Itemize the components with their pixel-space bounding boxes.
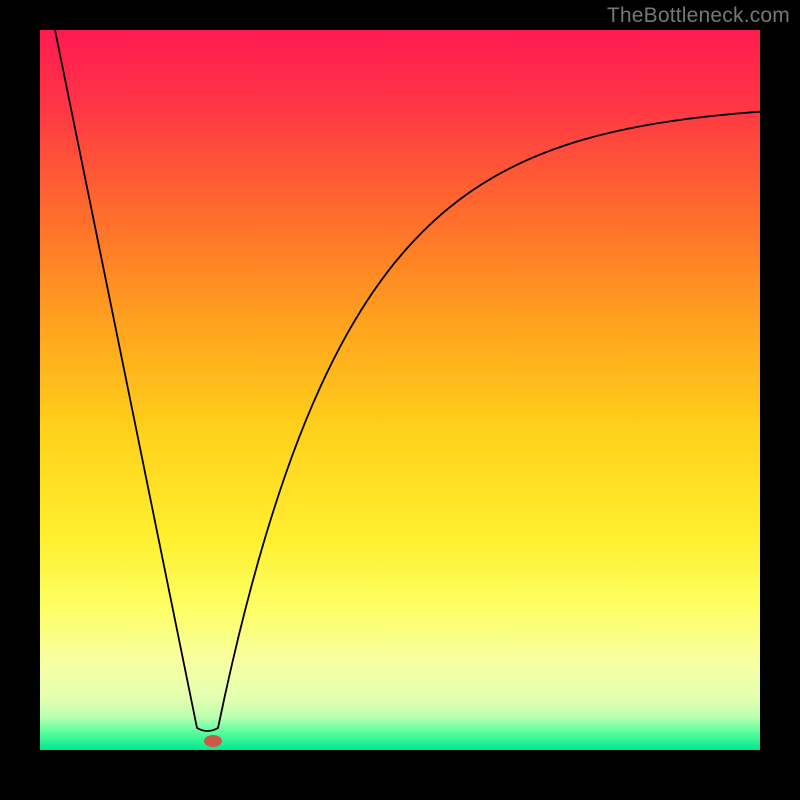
plot-area [40,30,760,750]
watermark-text: TheBottleneck.com [607,4,790,28]
chart-container: TheBottleneck.com [0,0,800,800]
optimum-marker [204,735,222,747]
chart-svg [0,0,800,800]
